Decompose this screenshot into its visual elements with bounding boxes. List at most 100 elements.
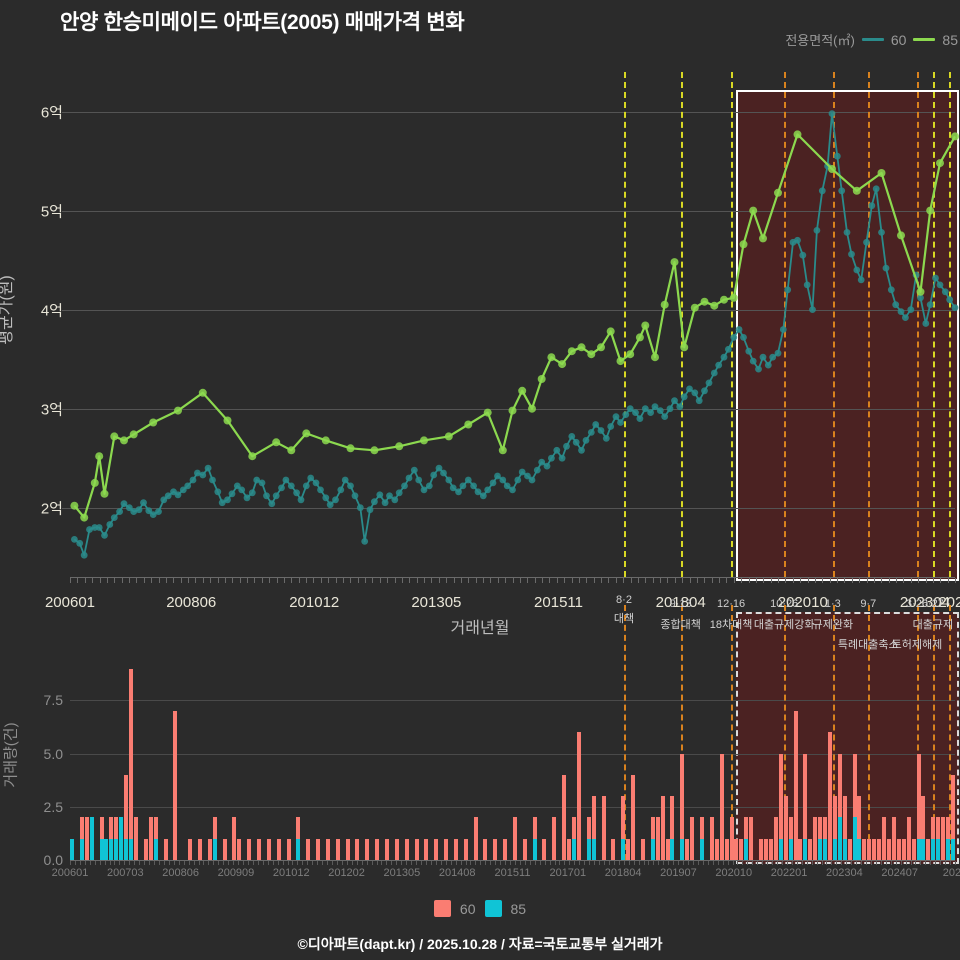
- price-point-85: [626, 350, 635, 359]
- volume-bar: [424, 838, 429, 860]
- volume-x-minor-tick: [608, 861, 610, 865]
- volume-x-minor-tick: [297, 861, 299, 865]
- volume-x-minor-tick: [559, 861, 561, 865]
- volume-x-minor-tick: [510, 861, 512, 865]
- price-point-60: [293, 489, 300, 497]
- price-point-85: [877, 169, 886, 177]
- price-x-minor-tick: [254, 578, 256, 583]
- volume-x-minor-tick: [747, 861, 749, 865]
- volume-x-minor-tick: [584, 861, 586, 865]
- price-point-85: [464, 420, 473, 429]
- volume-chart: 거래량(건) 0.0 2.5 5.0 7.5 8·2 대책 9·13 종합대책 12·16 18차…: [0, 594, 960, 895]
- price-x-minor-tick: [247, 578, 248, 583]
- volume-x-minor-tick: [346, 861, 348, 865]
- price-point-60: [617, 419, 624, 426]
- volume-bar-segment-85: [99, 838, 104, 860]
- price-x-minor-tick: [586, 578, 588, 583]
- volume-x-minor-tick: [767, 861, 769, 865]
- volume-x-minor-tick: [514, 861, 516, 865]
- price-point-60: [282, 476, 290, 484]
- price-point-60: [401, 482, 408, 490]
- price-x-minor-tick: [475, 578, 477, 583]
- volume-bar: [70, 838, 74, 860]
- volume-bar-segment-60: [773, 817, 778, 860]
- volume-bar: [872, 838, 877, 860]
- price-x-minor-tick: [70, 578, 71, 583]
- price-point-60: [405, 474, 413, 482]
- price-point-60: [449, 484, 457, 492]
- volume-bar: [690, 817, 695, 860]
- volume-bar-segment-85: [212, 838, 217, 860]
- volume-bar-segment-60: [591, 796, 596, 839]
- price-x-minor-tick: [269, 578, 271, 583]
- volume-x-minor-tick: [327, 861, 329, 865]
- volume-bar-segment-60: [872, 838, 877, 860]
- price-x-tick-label: 202304: [899, 594, 950, 611]
- volume-bar: [89, 817, 94, 860]
- volume-legend: 60 85: [0, 900, 960, 917]
- volume-bar-segment-60: [306, 838, 311, 860]
- volume-bar: [473, 817, 478, 860]
- price-gridline: [70, 309, 955, 311]
- price-point-85: [926, 206, 935, 215]
- volume-bar: [247, 838, 252, 860]
- volume-bar-segment-60: [355, 838, 360, 860]
- volume-x-minor-tick: [594, 861, 596, 865]
- volume-bar: [84, 817, 89, 860]
- price-point-85: [346, 444, 355, 453]
- volume-bar-segment-60: [197, 838, 202, 860]
- volume-x-minor-tick: [885, 861, 887, 865]
- price-x-minor-tick: [210, 578, 212, 583]
- volume-bar: [729, 817, 734, 860]
- volume-x-minor-tick: [658, 861, 660, 865]
- volume-bar-segment-60: [813, 817, 818, 860]
- volume-x-minor-tick: [450, 861, 452, 865]
- volume-bar: [493, 838, 498, 860]
- price-highlight-region: [735, 90, 959, 581]
- price-point-60: [592, 421, 600, 428]
- volume-bar-segment-85: [104, 838, 109, 860]
- volume-bar-segment-60: [847, 838, 852, 860]
- price-x-minor-tick: [837, 578, 838, 583]
- price-x-minor-tick: [564, 578, 566, 583]
- price-point-60: [337, 486, 345, 494]
- price-x-minor-tick: [778, 578, 779, 583]
- price-point-60: [164, 492, 172, 500]
- price-x-minor-tick: [99, 578, 101, 583]
- volume-bar: [867, 838, 872, 860]
- price-y-tick-mark: [62, 111, 70, 113]
- legend-swatch-60: [861, 38, 884, 41]
- price-point-60: [116, 508, 123, 515]
- volume-bar-segment-60: [473, 817, 478, 860]
- volume-bar-segment-85: [680, 838, 685, 860]
- price-x-minor-tick: [84, 578, 86, 583]
- volume-bar-segment-60: [586, 817, 591, 839]
- price-point-60: [843, 229, 851, 236]
- volume-x-tick-label: 200806: [162, 867, 199, 879]
- price-point-60: [518, 468, 526, 476]
- volume-bar: [631, 774, 636, 860]
- volume-bar: [734, 838, 739, 860]
- volume-bar-segment-85: [852, 817, 857, 860]
- price-x-minor-tick: [313, 578, 315, 583]
- volume-bar: [931, 817, 936, 860]
- price-x-minor-tick: [645, 578, 647, 583]
- volume-plot-area: 0.0 2.5 5.0 7.5 8·2 대책 9·13 종합대책 12·16 18차대책 10·26…: [44, 594, 959, 868]
- price-point-85: [272, 438, 281, 447]
- policy-annotation-label: 토허제해제: [891, 639, 943, 651]
- price-x-minor-tick: [674, 578, 676, 583]
- volume-x-minor-tick: [312, 861, 314, 865]
- price-point-60: [809, 306, 816, 313]
- price-x-minor-tick: [468, 578, 470, 583]
- policy-annotation-date: 12·16: [717, 598, 746, 610]
- volume-bar-segment-60: [931, 817, 936, 839]
- volume-bar-segment-60: [626, 838, 631, 860]
- price-point-60: [671, 397, 678, 405]
- price-x-minor-tick: [483, 578, 484, 583]
- volume-x-minor-tick: [940, 861, 942, 865]
- volume-x-tick-label: 201511: [494, 867, 531, 879]
- volume-x-minor-tick: [79, 861, 81, 865]
- price-x-minor-tick: [188, 578, 189, 583]
- price-point-60: [907, 306, 915, 313]
- volume-bar: [124, 774, 129, 860]
